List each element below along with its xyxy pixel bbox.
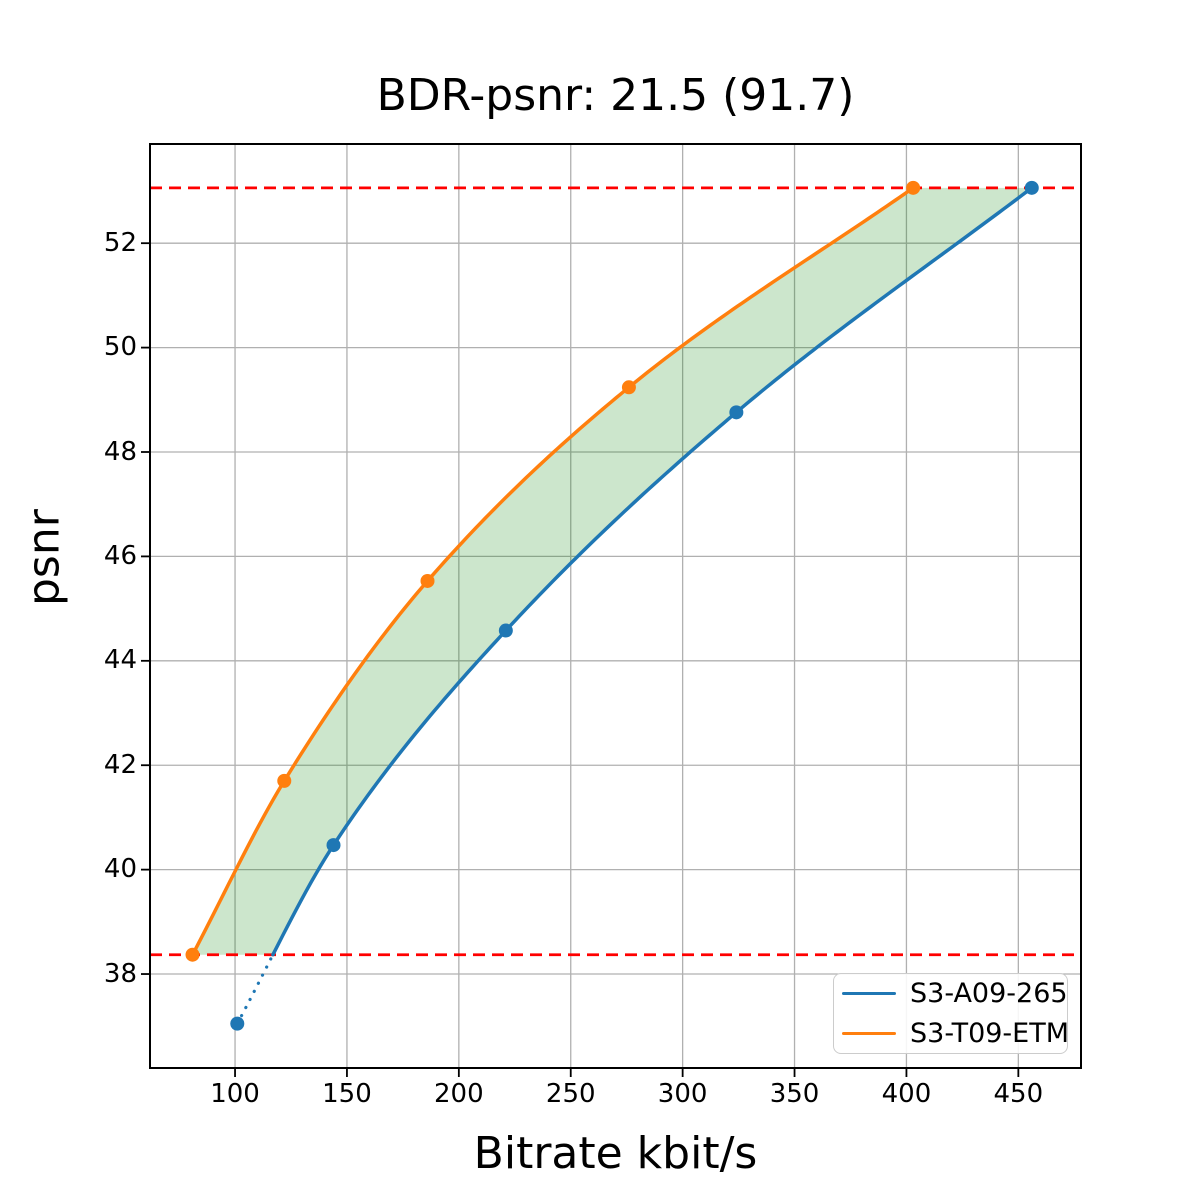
y-tick-label: 44 <box>103 645 137 676</box>
x-tick-label: 400 <box>881 1079 932 1109</box>
chart-title: BDR-psnr: 21.5 (91.7) <box>376 70 855 121</box>
y-tick-label: 40 <box>103 854 137 885</box>
y-tick-label: 38 <box>103 958 137 989</box>
y-tick-label: 48 <box>103 436 137 467</box>
legend-entry: S3-A09-265 <box>842 978 1068 1009</box>
x-tick-label: 300 <box>657 1079 708 1109</box>
x-tick-label: 100 <box>210 1079 260 1109</box>
x-tick-label: 250 <box>545 1079 596 1109</box>
x-tick-label: 450 <box>993 1079 1044 1109</box>
x-tick-label: 350 <box>769 1079 820 1109</box>
legend-label: S3-A09-265 <box>910 978 1068 1009</box>
legend-line-swatch <box>842 1031 896 1036</box>
legend: S3-A09-265 S3-T09-ETM <box>833 973 1069 1054</box>
y-tick-label: 52 <box>103 227 137 258</box>
y-tick-label: 46 <box>103 540 137 571</box>
legend-entry: S3-T09-ETM <box>842 1018 1069 1049</box>
x-tick-label: 150 <box>322 1079 372 1109</box>
y-tick-label: 50 <box>103 332 137 363</box>
x-axis-label: Bitrate kbit/s <box>473 1128 758 1179</box>
x-tick-label: 200 <box>434 1079 484 1109</box>
legend-line-swatch <box>842 991 896 996</box>
y-tick-label: 42 <box>103 749 137 780</box>
legend-label: S3-T09-ETM <box>910 1018 1070 1049</box>
